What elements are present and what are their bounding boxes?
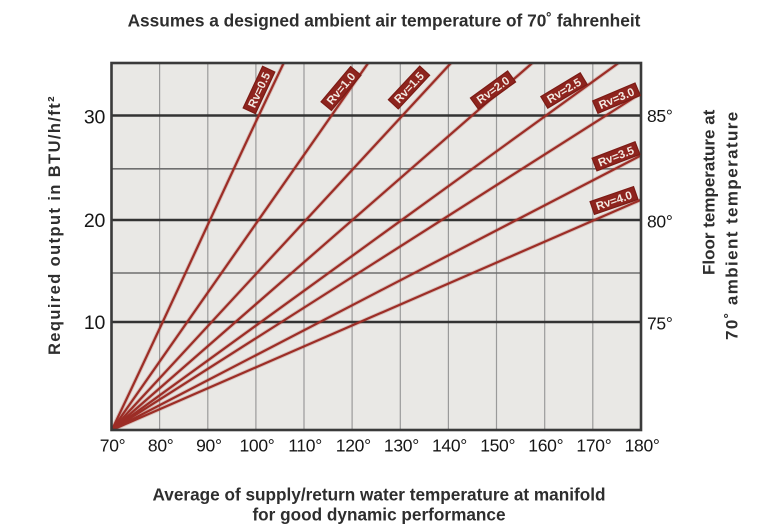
svg-text:80°: 80° — [148, 436, 174, 456]
svg-text:100°: 100° — [240, 436, 275, 456]
svg-text:80°: 80° — [647, 212, 673, 232]
svg-text:70˚ ambient temperature: 70˚ ambient temperature — [723, 110, 742, 340]
svg-text:30: 30 — [84, 107, 106, 129]
svg-text:120°: 120° — [336, 436, 371, 456]
svg-text:Assumes a designed ambient air: Assumes a designed ambient air temperatu… — [128, 11, 641, 31]
svg-text:90°: 90° — [196, 436, 222, 456]
svg-text:Required output in BTU/h/ft²: Required output in BTU/h/ft² — [46, 95, 64, 355]
svg-text:140°: 140° — [432, 436, 467, 456]
svg-text:150°: 150° — [480, 436, 515, 456]
svg-text:130°: 130° — [384, 436, 419, 456]
svg-text:for good dynamic performance: for good dynamic performance — [252, 505, 505, 525]
svg-text:70°: 70° — [100, 436, 126, 456]
svg-text:85°: 85° — [647, 106, 673, 126]
svg-text:170°: 170° — [576, 436, 611, 456]
svg-text:110°: 110° — [288, 436, 322, 456]
svg-text:Average of supply/return water: Average of supply/return water temperatu… — [152, 485, 605, 505]
svg-text:10: 10 — [84, 312, 106, 334]
svg-text:180°: 180° — [625, 436, 660, 456]
svg-text:160°: 160° — [528, 436, 563, 456]
svg-text:75°: 75° — [647, 314, 673, 334]
svg-text:20: 20 — [84, 210, 106, 232]
svg-text:Floor temperature at: Floor temperature at — [700, 109, 719, 275]
